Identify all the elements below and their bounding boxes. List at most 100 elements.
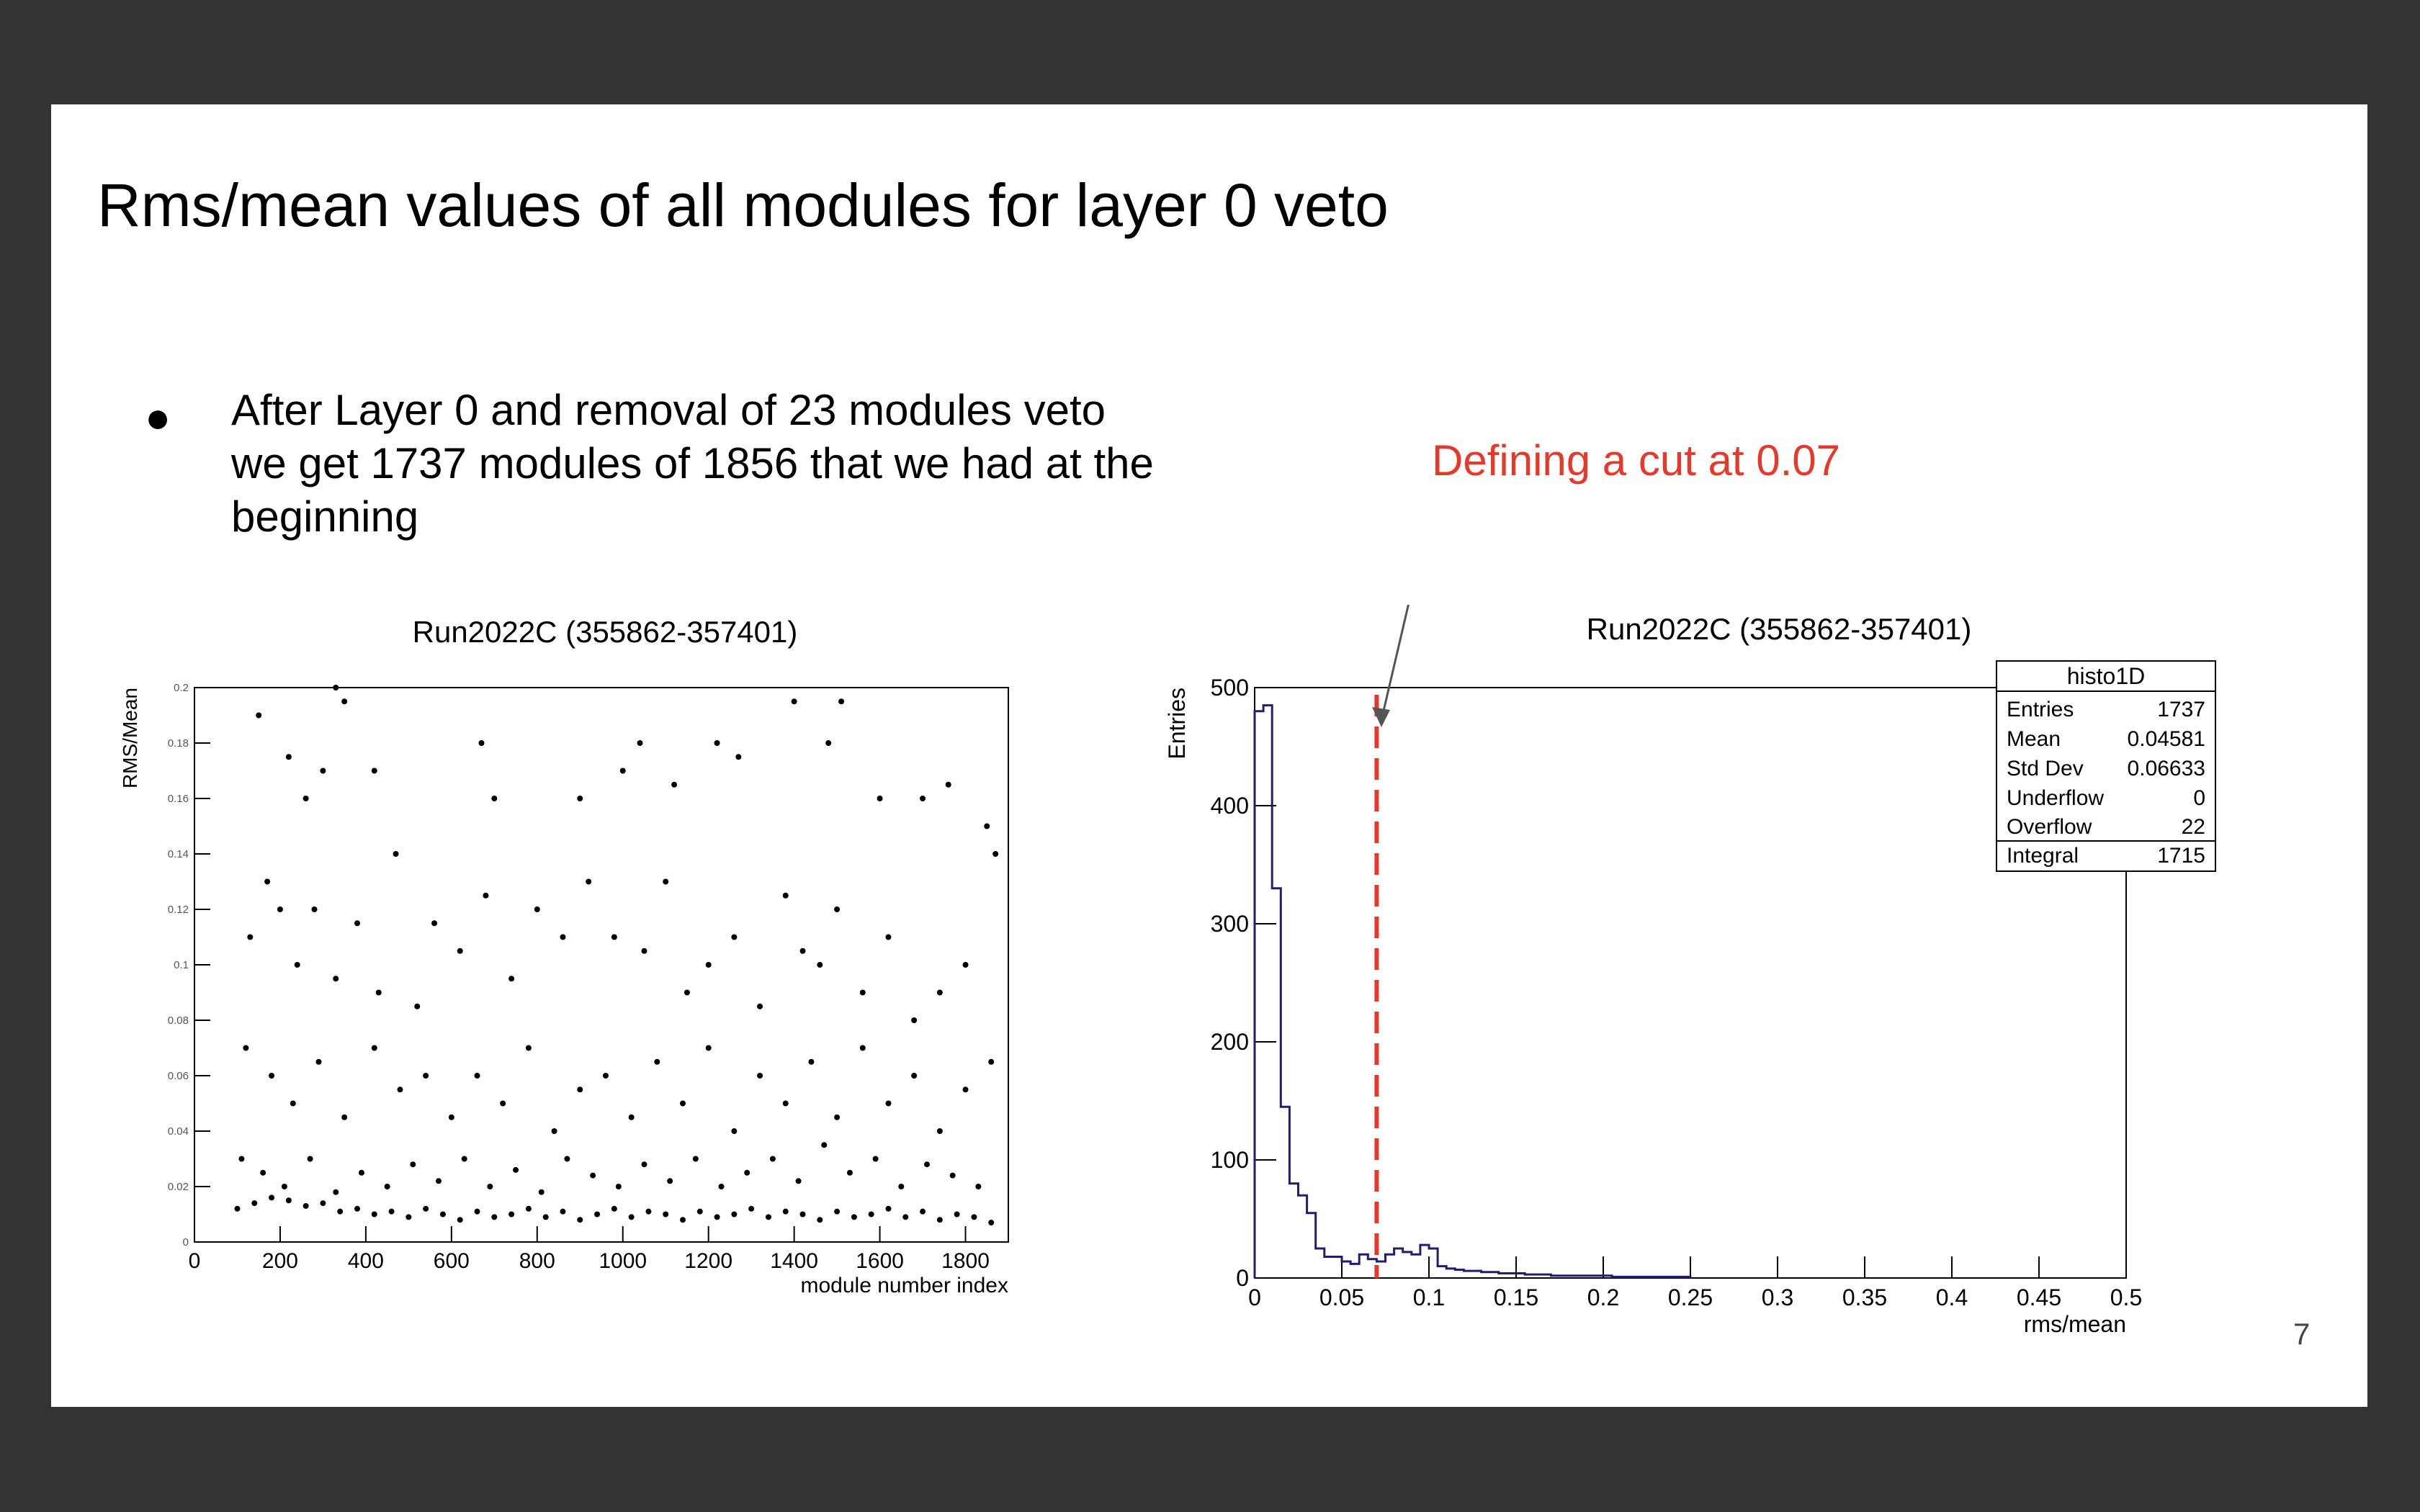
scatter-point [602, 1073, 609, 1079]
bullet-text: After Layer 0 and removal of 23 modules … [231, 386, 1154, 541]
scatter-y-axis: 0 0.02 0.04 0.06 0.08 0.1 0.12 0.14 0.16 0.18 0.2 [168, 682, 210, 1248]
scatter-point [757, 1073, 763, 1079]
hist-y-axis: 0 100 200 300 400 500 [1211, 675, 1276, 1291]
annotation-arrow [1380, 605, 1410, 721]
scatter-point [439, 1211, 446, 1218]
scatter-y-tick-label: 0.04 [168, 1125, 189, 1138]
scatter-point [920, 1208, 926, 1215]
scatter-point [371, 1211, 377, 1218]
scatter-point [397, 1086, 403, 1093]
scatter-point [393, 851, 399, 857]
stats-value: 22 [2182, 815, 2205, 839]
scatter-point [731, 1128, 738, 1134]
scatter-point [371, 1045, 377, 1051]
scatter-point [984, 823, 990, 829]
scatter-point [354, 1205, 360, 1212]
scatter-ylabel: RMS/Mean [119, 688, 141, 788]
scatter-point [680, 1217, 686, 1223]
scatter-point [731, 1211, 738, 1218]
scatter-point [936, 989, 943, 996]
scatter-point [748, 1205, 755, 1212]
scatter-point [641, 948, 647, 954]
scatter-points [234, 685, 999, 1226]
hist-x-tick-label: 0.1 [1413, 1284, 1445, 1310]
scatter-point [902, 1214, 909, 1220]
scatter-point [586, 878, 592, 885]
hist-x-tick-label: 0.5 [2110, 1284, 2142, 1310]
scatter-point [782, 1208, 789, 1215]
stats-label: Integral [2007, 844, 2079, 868]
scatter-point [564, 1156, 570, 1162]
scatter-point [538, 1189, 544, 1195]
scatter-point [692, 1156, 699, 1162]
scatter-y-tick-label: 0.02 [168, 1181, 189, 1193]
hist-y-tick-label: 200 [1211, 1029, 1249, 1055]
scatter-point [487, 1184, 493, 1189]
scatter-point [611, 934, 617, 940]
scatter-x-tick-label: 600 [434, 1249, 470, 1273]
scatter-y-tick-label: 0.1 [174, 959, 189, 971]
scatter-point [290, 1100, 296, 1107]
scatter-point [782, 1100, 789, 1107]
scatter-point [277, 906, 283, 912]
scatter-point [611, 1205, 617, 1212]
scatter-point [971, 1214, 977, 1220]
hist-y-tick-label: 400 [1211, 793, 1249, 819]
scatter-x-tick-label: 1400 [770, 1249, 818, 1273]
scatter-point [834, 1208, 841, 1215]
scatter-point [744, 1169, 750, 1176]
scatter-point [457, 948, 463, 954]
stats-value: 0 [2193, 786, 2205, 810]
scatter-x-tick-label: 200 [262, 1249, 298, 1273]
scatter-point [825, 740, 832, 746]
scatter-point [302, 1202, 309, 1209]
scatter-point [705, 962, 712, 968]
scatter-point [590, 1172, 596, 1179]
scatter-point [765, 1214, 771, 1220]
scatter-point [663, 878, 669, 885]
stats-box-extension: Integral 1715 [1996, 840, 2216, 872]
scatter-point [859, 989, 866, 996]
scatter-point [423, 1073, 429, 1079]
scatter-point [341, 698, 348, 705]
scatter-chart: Run2022C (355862-357401) 0 0.02 0.04 0.06 0.… [119, 615, 1009, 1297]
scatter-x-tick-label: 1000 [599, 1249, 647, 1273]
scatter-point [817, 1217, 823, 1223]
scatter-point [936, 1217, 943, 1223]
hist-title: Run2022C (355862-357401) [1587, 612, 1972, 646]
scatter-y-tick-label: 0.14 [168, 848, 189, 860]
scatter-point [405, 1214, 412, 1220]
scatter-point [513, 1166, 519, 1173]
cut-annotation: Defining a cut at 0.07 [1432, 436, 1841, 485]
scatter-point [877, 796, 883, 801]
scatter-point [731, 934, 738, 940]
scatter-point [615, 1184, 622, 1189]
scatter-point [337, 1208, 344, 1215]
scatter-point [333, 685, 339, 690]
scatter-point [320, 768, 326, 774]
scatter-point [637, 740, 643, 746]
scatter-point [988, 1058, 995, 1065]
scatter-point [885, 1100, 892, 1107]
scatter-y-tick-label: 0.16 [168, 793, 189, 805]
hist-x-tick-label: 0.15 [1494, 1284, 1538, 1310]
annotation-arrowhead [1372, 707, 1390, 727]
scatter-point [478, 740, 485, 746]
stats-label: Underflow [2007, 786, 2104, 810]
scatter-frame [194, 687, 1009, 1243]
scatter-point [491, 796, 498, 801]
scatter-point [264, 878, 271, 885]
scatter-point [988, 1220, 995, 1226]
hist-x-tick-label: 0.3 [1762, 1284, 1793, 1310]
scatter-point [431, 920, 438, 927]
hist-y-tick-label: 0 [1236, 1265, 1249, 1291]
scatter-point [859, 1045, 866, 1051]
scatter-point [705, 1045, 712, 1051]
scatter-point [954, 1211, 960, 1218]
hist-x-tick-label: 0.35 [1842, 1284, 1887, 1310]
scatter-point [834, 1114, 841, 1120]
scatter-point [474, 1073, 480, 1079]
stats-box-title: histo1D [2067, 663, 2146, 689]
scatter-point [663, 1211, 669, 1218]
hist-x-tick-label: 0.45 [2017, 1284, 2061, 1310]
